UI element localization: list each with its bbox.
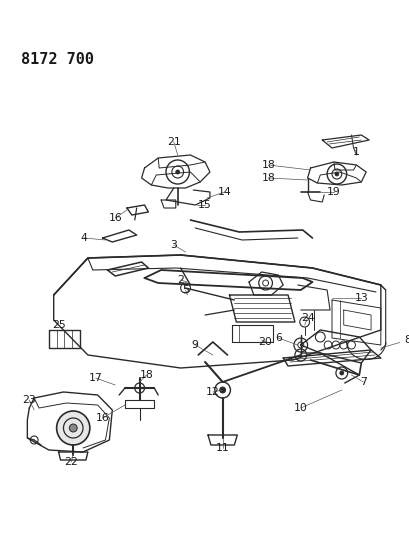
Text: 8: 8 — [404, 335, 409, 345]
Text: 7: 7 — [359, 377, 366, 387]
Text: 16: 16 — [108, 213, 122, 223]
Text: 12: 12 — [205, 387, 219, 397]
Text: 6: 6 — [274, 333, 281, 343]
Text: 10: 10 — [293, 403, 307, 413]
Text: 21: 21 — [166, 137, 180, 147]
Text: 18: 18 — [139, 370, 153, 380]
Text: 15: 15 — [198, 200, 211, 210]
Text: 17: 17 — [89, 373, 102, 383]
Text: 22: 22 — [64, 457, 78, 467]
Text: 19: 19 — [326, 187, 340, 197]
Text: 4: 4 — [80, 233, 87, 243]
Text: 18: 18 — [261, 160, 275, 170]
Text: 16: 16 — [95, 413, 109, 423]
Circle shape — [339, 371, 343, 375]
Text: 8172 700: 8172 700 — [21, 52, 94, 67]
Text: 5: 5 — [182, 285, 189, 295]
Text: 13: 13 — [353, 293, 367, 303]
Circle shape — [56, 411, 90, 445]
Text: 23: 23 — [22, 395, 36, 405]
Circle shape — [334, 172, 338, 176]
Text: 14: 14 — [217, 187, 231, 197]
Text: 2: 2 — [177, 275, 184, 285]
Text: 1: 1 — [352, 147, 359, 157]
Text: 9: 9 — [191, 340, 198, 350]
Text: 25: 25 — [52, 320, 65, 330]
Circle shape — [69, 424, 77, 432]
Text: 18: 18 — [261, 173, 275, 183]
Text: 24: 24 — [300, 313, 314, 323]
Circle shape — [219, 387, 225, 393]
Text: 11: 11 — [215, 443, 229, 453]
Text: 20: 20 — [258, 337, 272, 347]
Circle shape — [175, 170, 179, 174]
Text: 3: 3 — [170, 240, 177, 250]
